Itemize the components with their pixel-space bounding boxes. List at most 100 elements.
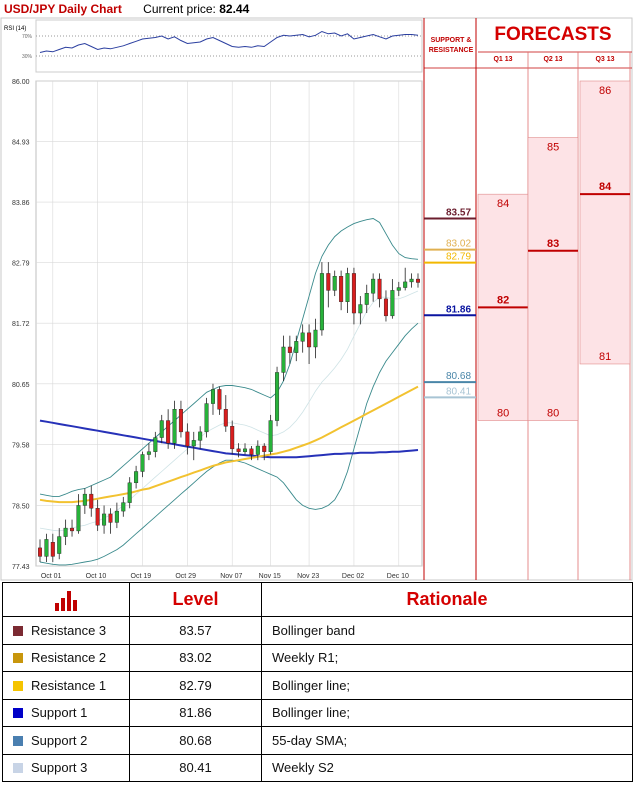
level-name-text: Resistance 1: [31, 677, 107, 693]
level-name: Support 1: [2, 698, 130, 727]
quarter-label-q1: Q1 13: [493, 56, 513, 63]
forecast-high-label: 84: [497, 198, 509, 210]
candle-body: [243, 448, 248, 452]
chart-header: USD/JPY Daily Chart Current price: 82.44: [4, 2, 249, 18]
forecast-median-label: 84: [599, 181, 612, 193]
candle-body: [364, 293, 369, 305]
levels-table-header: Level Rationale: [2, 582, 633, 617]
candle-body: [127, 482, 132, 503]
candle-body: [108, 513, 113, 523]
candle-body: [396, 287, 401, 291]
level-value: 83.02: [129, 643, 262, 672]
candle-body: [326, 273, 331, 291]
swatch-icon: [13, 680, 23, 691]
sr-level-label: 80.41: [446, 386, 471, 397]
swatch-icon: [13, 708, 23, 719]
y-tick-label: 81.72: [12, 321, 30, 328]
candle-body: [102, 513, 107, 526]
swatch-icon: [13, 735, 23, 746]
x-tick-label: Nov 23: [297, 573, 319, 580]
level-value: 82.79: [129, 671, 262, 700]
candle-body: [57, 536, 62, 554]
candle-body: [223, 409, 228, 427]
candle-body: [351, 273, 356, 314]
sr-level-label: 80.68: [446, 371, 471, 382]
forecast-range-box: [527, 137, 579, 421]
forecasts-title: FORECASTS: [494, 24, 612, 45]
forecast-low-label: 80: [547, 408, 559, 420]
swatch-icon: [13, 653, 23, 664]
candle-body: [178, 409, 183, 433]
candle-body: [121, 502, 126, 512]
candle-body: [230, 426, 235, 450]
candle-body: [339, 276, 344, 302]
candle-body: [332, 276, 337, 291]
table-row: Support 2 80.68 55-day SMA;: [2, 726, 633, 755]
candle-body: [409, 278, 414, 283]
candle-body: [191, 440, 196, 447]
table-row: Support 1 81.86 Bollinger line;: [2, 698, 633, 727]
support-resistance-title: SUPPORT & RESISTANCE: [426, 36, 476, 56]
candle-body: [371, 278, 376, 294]
x-tick-label: Nov 07: [220, 573, 242, 580]
level-value: 83.57: [129, 616, 262, 645]
x-tick-label: Oct 19: [131, 573, 152, 580]
candle-body: [198, 431, 203, 441]
candle-body: [377, 278, 382, 300]
rsi-label: RSI (14): [4, 26, 26, 32]
candle-body: [249, 448, 254, 455]
forecast-range-box: [579, 80, 631, 365]
candle-body: [82, 493, 87, 506]
candle-body: [287, 346, 292, 353]
sma200-line: [39, 419, 419, 459]
level-rationale: Weekly S2: [261, 753, 633, 782]
y-tick-label: 79.58: [12, 442, 30, 449]
candle-body: [76, 505, 81, 532]
price-chart: RSI (14) 70% 30% 86.00 84.93 83.86 82.79 81.72 8…: [0, 17, 633, 581]
candle-body: [416, 278, 421, 283]
candle-body: [70, 527, 75, 532]
level-name: Resistance 2: [2, 643, 130, 672]
level-rationale: Bollinger band: [261, 616, 633, 645]
candle-body: [185, 431, 190, 447]
y-tick-label: 78.50: [12, 503, 30, 510]
candle-body: [236, 448, 241, 452]
level-name-text: Resistance 2: [31, 650, 107, 666]
sr-title-line2: RESISTANCE: [428, 47, 474, 54]
table-row: Resistance 2 83.02 Weekly R1;: [2, 643, 633, 672]
x-tick-label: Nov 15: [259, 573, 281, 580]
y-tick-label: 77.43: [12, 564, 30, 571]
candle-body: [390, 290, 395, 317]
candle-body: [275, 372, 280, 421]
forecast-high-label: 85: [547, 142, 559, 154]
y-tick-label: 84.93: [12, 140, 30, 147]
swatch-icon: [13, 625, 23, 636]
level-value: 81.86: [129, 698, 262, 727]
level-name: Resistance 1: [2, 671, 130, 700]
x-tick-label: Oct 29: [175, 573, 196, 580]
sr-title-line1: SUPPORT &: [430, 37, 472, 44]
rsi-panel: [35, 19, 423, 73]
candle-body: [281, 346, 286, 373]
level-rationale: Weekly R1;: [261, 643, 633, 672]
candle-body: [204, 403, 209, 433]
table-row: Resistance 3 83.57 Bollinger band: [2, 616, 633, 645]
rationale-column-header: Rationale: [261, 582, 633, 617]
candle-body: [63, 527, 68, 537]
y-tick-label: 86.00: [12, 79, 30, 86]
candle-body: [95, 508, 100, 526]
swatch-icon: [13, 763, 23, 774]
candle-body: [140, 454, 145, 472]
x-tick-label: Oct 10: [86, 573, 107, 580]
candle-body: [358, 304, 363, 314]
chart-title: USD/JPY Daily Chart: [4, 2, 122, 16]
level-value: 80.68: [129, 726, 262, 755]
bar-chart-icon: [2, 582, 130, 617]
levels-table: Level Rationale Resistance 3 83.57 Bolli…: [2, 582, 633, 782]
candle-body: [294, 341, 299, 353]
level-name: Resistance 3: [2, 616, 130, 645]
quarter-label-q2: Q2 13: [543, 56, 563, 63]
candle-body: [134, 471, 139, 484]
candle-body: [307, 332, 312, 348]
